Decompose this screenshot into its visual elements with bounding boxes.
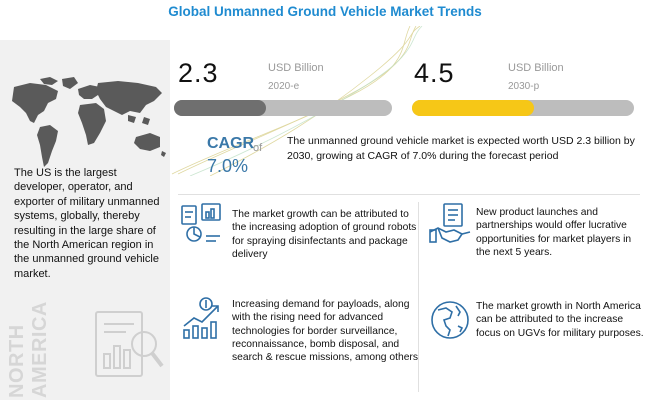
- value-2020: 2.3: [178, 58, 219, 88]
- cagr-of: of: [253, 142, 263, 154]
- unit-2030: USD Billion: [508, 62, 564, 74]
- bar-fill-2030: [412, 100, 535, 116]
- globe-americas-icon: [431, 301, 469, 339]
- divider-vertical: [418, 202, 419, 392]
- year-2020: 2020-e: [268, 81, 300, 92]
- market-summary: The unmanned ground vehicle market is ex…: [287, 135, 635, 162]
- unit-2020: USD Billion: [268, 62, 324, 74]
- region-label-north: NORTH: [6, 324, 28, 398]
- page-title: Global Unmanned Ground Vehicle Market Tr…: [168, 4, 482, 19]
- card-text-north-america: The market growth in North America can b…: [476, 301, 644, 339]
- growth-chart-icon: [183, 297, 219, 339]
- region-description: The US is the largest developer, operato…: [14, 167, 160, 280]
- analytics-magnifier-icon: [95, 311, 164, 377]
- bar-track-2030: [412, 100, 634, 116]
- card-text-opportunities: New product launches and partnerships wo…: [476, 207, 632, 258]
- value-2030: 4.5: [414, 58, 455, 88]
- cagr-label: CAGR: [207, 135, 255, 152]
- bar-fill-2020: [174, 100, 266, 116]
- divider-horizontal: [178, 194, 640, 195]
- year-2030: 2030-p: [508, 81, 540, 92]
- cagr-value: 7.0%: [207, 156, 249, 176]
- world-map-icon: [12, 77, 166, 167]
- bar-track-2020: [174, 100, 392, 116]
- robot-analytics-icon: [181, 203, 221, 242]
- card-text-payloads: Increasing demand for payloads, along wi…: [232, 299, 418, 364]
- region-label-america: AMERICA: [29, 301, 51, 398]
- handshake-deal-icon: [429, 203, 471, 243]
- card-text-adoption: The market growth can be attributed to t…: [232, 209, 417, 260]
- decorative-swoosh: [171, 26, 423, 176]
